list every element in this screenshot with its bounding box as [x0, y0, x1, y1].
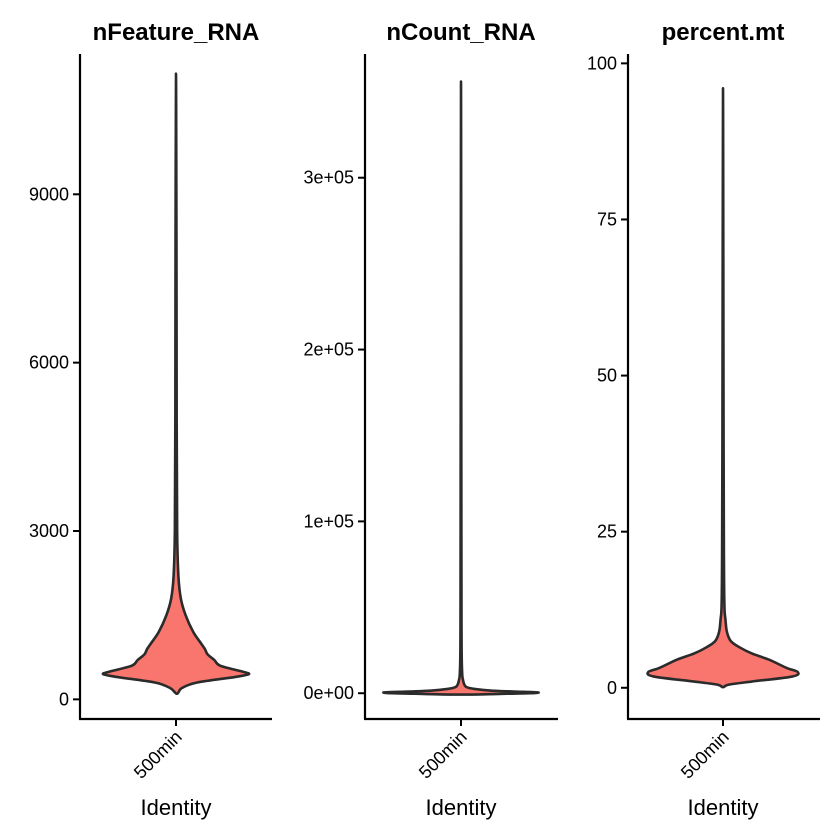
y-tick-label-ncount-rna: 3e+05	[303, 168, 354, 188]
y-tick-label-nfeature-rna: 3000	[29, 521, 69, 541]
panel-title-nfeature-rna: nFeature_RNA	[93, 19, 260, 46]
y-tick-label-ncount-rna: 2e+05	[303, 340, 354, 360]
y-ticks-ncount-rna: 0e+00 1e+05 2e+05 3e+05	[303, 168, 365, 703]
violin-nfeature-rna	[101, 72, 251, 696]
panel-title-percent-mt: percent.mt	[662, 19, 785, 46]
x-tick-label-percent-mt: 500min	[677, 727, 733, 783]
x-tick-label-nfeature-rna: 500min	[130, 727, 186, 783]
panel-nfeature-rna: nFeature_RNA 0 3000 6000 9000 500min Identi…	[29, 19, 272, 820]
panel-percent-mt: percent.mt 0 25 50 75 100 500min Identity	[587, 19, 820, 820]
y-tick-label-percent-mt: 75	[597, 209, 617, 229]
y-tick-label-percent-mt: 50	[597, 366, 617, 386]
x-axis-title-nfeature-rna: Identity	[141, 795, 212, 820]
y-tick-label-percent-mt: 0	[607, 678, 617, 698]
y-tick-label-percent-mt: 25	[597, 522, 617, 542]
x-tick-label-ncount-rna: 500min	[415, 727, 471, 783]
y-tick-label-nfeature-rna: 6000	[29, 353, 69, 373]
y-tick-label-nfeature-rna: 0	[59, 689, 69, 709]
violin-percent-mt	[646, 87, 800, 689]
violin-ncount-rna	[382, 80, 540, 696]
panel-ncount-rna: nCount_RNA 0e+00 1e+05 2e+05 3e+05 500min I…	[303, 19, 558, 820]
y-tick-label-percent-mt: 100	[587, 53, 617, 73]
y-ticks-nfeature-rna: 0 3000 6000 9000	[29, 184, 80, 709]
y-ticks-percent-mt: 0 25 50 75 100	[587, 53, 628, 698]
y-tick-label-ncount-rna: 1e+05	[303, 511, 354, 531]
panel-title-ncount-rna: nCount_RNA	[386, 19, 535, 46]
x-axis-title-ncount-rna: Identity	[426, 795, 497, 820]
y-tick-label-ncount-rna: 0e+00	[303, 683, 354, 703]
x-axis-title-percent-mt: Identity	[688, 795, 759, 820]
y-tick-label-nfeature-rna: 9000	[29, 184, 69, 204]
